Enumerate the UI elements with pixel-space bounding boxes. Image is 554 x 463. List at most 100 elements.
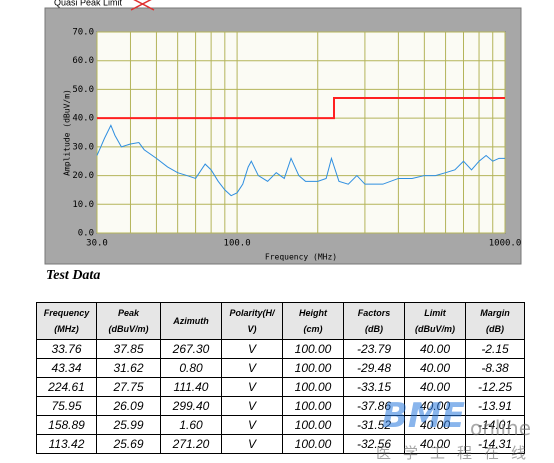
data-row: 43.34 31.62 0.80 V 100.00 -29.48 40.00 -8.38: [36, 358, 525, 378]
header-text: V): [247, 324, 257, 334]
y-tick-label: 20.0: [72, 171, 94, 181]
cell: 100.00: [282, 377, 344, 397]
y-tick-label: 30.0: [72, 142, 94, 152]
x-tick-label: 1000.0: [489, 239, 522, 249]
cell: 33.76: [36, 339, 97, 359]
header-text: (MHz): [54, 324, 79, 334]
cell: 271.20: [160, 434, 222, 454]
cell: 75.95: [36, 396, 97, 416]
cell: 27.75: [96, 377, 161, 397]
cell: 224.61: [36, 377, 97, 397]
watermark: online: [470, 416, 532, 440]
cell: V: [221, 396, 283, 416]
y-tick-label: 70.0: [72, 28, 94, 38]
cell: 100.00: [282, 434, 344, 454]
cell: 40.00: [404, 396, 466, 416]
cell: -8.38: [465, 358, 525, 378]
cell: V: [221, 377, 283, 397]
header-text: Height: [299, 308, 327, 318]
y-axis-label: Amplitude (dBuV/m): [63, 89, 72, 176]
cell: 267.30: [160, 339, 222, 359]
cell: -31.52: [343, 415, 405, 435]
cell: 100.00: [282, 396, 344, 416]
cell: V: [221, 434, 283, 454]
cell: 40.00: [404, 339, 466, 359]
cell: -33.15: [343, 377, 405, 397]
cell: -23.79: [343, 339, 405, 359]
cell: 158.89: [36, 415, 97, 435]
cell: 37.85: [96, 339, 161, 359]
cell: 111.40: [160, 377, 222, 397]
x-tick-label: 30.0: [86, 239, 108, 249]
header-text: (dBuV/m): [108, 324, 149, 334]
header-text: Frequency: [43, 308, 90, 318]
header-text: Margin: [480, 308, 510, 318]
legend-label: Quasi Peak Limit: [54, 0, 123, 7]
watermark: BME: [382, 396, 465, 436]
cell: 40.00: [404, 434, 466, 454]
x-tick-label: 100.0: [224, 239, 251, 249]
cell: V: [221, 415, 283, 435]
header-cell: Limit (dBuV/m): [404, 302, 466, 340]
data-line: [97, 97, 505, 120]
cell: -13.91: [465, 396, 525, 416]
header-cell: Polarity(H/V): [221, 302, 283, 340]
header-text: Polarity(H/: [229, 308, 275, 318]
cell: 40.00: [404, 377, 466, 397]
header-text: Factors: [357, 308, 391, 318]
cell: 25.69: [96, 434, 161, 454]
cell: 1.60: [160, 415, 222, 435]
cell: 25.99: [96, 415, 161, 435]
header-text: Limit: [424, 308, 446, 318]
cell: -32.56: [343, 434, 405, 454]
cell: 100.00: [282, 415, 344, 435]
y-tick-label: 10.0: [72, 200, 94, 210]
header-cell: Azimuth: [160, 302, 222, 340]
cell: 31.62: [96, 358, 161, 378]
header-text: Azimuth: [173, 316, 209, 326]
data-line: [96, 124, 505, 197]
y-tick-label: 0.0: [78, 229, 94, 239]
watermark: 医学工程在线: [376, 444, 539, 462]
x-axis-label: Frequency (MHz): [265, 253, 337, 262]
header-cell: Frequency (MHz): [36, 302, 97, 340]
y-tick-label: 60.0: [72, 56, 94, 66]
data-row: 113.42 25.69 271.20 V 100.00 -32.56 40.00 -14.3…: [36, 434, 525, 454]
data-row: 224.61 27.75 111.40 V 100.00 -33.15 40.00 -12.2…: [36, 377, 525, 397]
cell: 0.80: [160, 358, 222, 378]
header-text: Peak: [117, 308, 140, 318]
cell: -2.15: [465, 339, 525, 359]
data-row: 33.76 37.85 267.30 V 100.00 -23.79 40.00 -2.15: [36, 339, 525, 359]
section-title: Test Data: [46, 268, 101, 283]
data-table: Frequency (MHz) Peak (dBuV/m) Azimuth Polarit…: [36, 302, 525, 454]
plot-area: [96, 31, 506, 234]
legend-icon: [130, 0, 152, 11]
cell: V: [221, 358, 283, 378]
cell: 113.42: [36, 434, 97, 454]
header-text: (cm): [303, 324, 323, 334]
cell: 40.00: [404, 358, 466, 378]
cell: V: [221, 339, 283, 359]
header-cell: Factors (dB): [343, 302, 405, 340]
cell: -14.31: [465, 434, 525, 454]
header-cell: Height (cm): [282, 302, 344, 340]
y-tick-label: 50.0: [72, 85, 94, 95]
cell: 43.34: [36, 358, 97, 378]
cell: 100.00: [282, 358, 344, 378]
cell: -12.25: [465, 377, 525, 397]
header-cell: Peak (dBuV/m): [96, 302, 161, 340]
header-row: Frequency (MHz) Peak (dBuV/m) Azimuth Polarit…: [36, 302, 525, 340]
cell: 100.00: [282, 339, 344, 359]
y-tick-label: 40.0: [72, 114, 94, 124]
cell: 299.40: [160, 396, 222, 416]
cell: 40.00: [404, 415, 466, 435]
header-text: (dB): [486, 324, 504, 334]
chart: 0.0 10.0 20.0 30.0 40.0 50.0 60.0 70.0 30.0 100.0…: [44, 0, 522, 265]
data-row: 75.95 26.09 299.40 V 100.00 -37.86 40.00 -13.91: [36, 396, 525, 416]
header-text: (dB): [365, 324, 383, 334]
cell: -29.48: [343, 358, 405, 378]
cell: 26.09: [96, 396, 161, 416]
header-text: (dBuV/m): [415, 324, 455, 334]
header-cell: Margin (dB): [465, 302, 525, 340]
